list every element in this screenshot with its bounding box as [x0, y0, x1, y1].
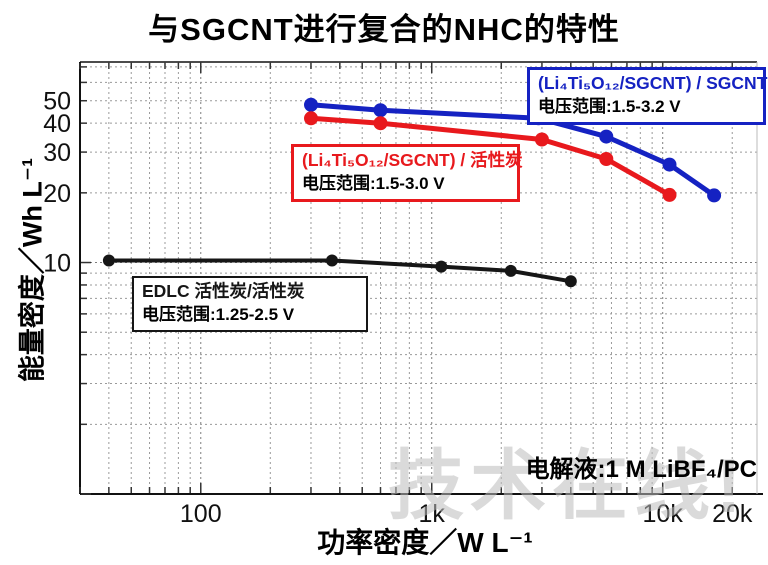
data-point	[326, 254, 338, 267]
x-tick-label: 100	[180, 500, 222, 528]
electrolyte-annotation: 电解液:1 M LiBF₄/PC	[525, 456, 757, 483]
legend-series-name: (Li₄Ti₅O₁₂/SGCNT) / 活性炭	[302, 150, 523, 170]
series-line	[308, 102, 717, 198]
legend-ltosgcnt-sgcnt: (Li₄Ti₅O₁₂/SGCNT) / SGCNT 电压范围:1.5-3.2 V	[527, 67, 768, 125]
x-tick-label: 10k	[643, 500, 684, 528]
data-point	[534, 132, 549, 147]
y-tick-label: 10	[43, 250, 71, 278]
y-tick-label: 50	[43, 88, 71, 116]
legend-series-name: EDLC 活性炭/活性炭	[142, 281, 305, 301]
data-point	[599, 129, 614, 144]
y-axis-title: 能量密度／Wh L⁻¹	[17, 157, 48, 383]
legend-edlc: EDLC 活性炭/活性炭 电压范围:1.25-2.5 V	[132, 276, 368, 332]
data-point	[707, 188, 722, 203]
legend-voltage-range: 电压范围:1.5-3.0 V	[302, 174, 445, 193]
data-point	[504, 264, 517, 277]
data-point	[435, 260, 448, 273]
legend-ltosgcnt-activatedcarbon: (Li₄Ti₅O₁₂/SGCNT) / 活性炭 电压范围:1.5-3.0 V	[291, 144, 523, 202]
legend-voltage-range: 电压范围:1.5-3.2 V	[538, 97, 681, 116]
y-tick-label: 20	[43, 180, 71, 208]
data-point	[373, 116, 388, 131]
data-point	[102, 254, 115, 267]
data-point	[662, 157, 677, 172]
data-point	[373, 103, 388, 118]
legend-voltage-range: 电压范围:1.25-2.5 V	[142, 305, 295, 324]
chart-title: 与SGCNT进行复合的NHC的特性	[148, 12, 620, 47]
y-tick-label: 30	[43, 139, 71, 167]
x-tick-label: 1k	[419, 500, 446, 528]
data-point	[304, 97, 318, 112]
legend-series-name: (Li₄Ti₅O₁₂/SGCNT) / SGCNT	[538, 73, 768, 93]
data-point	[599, 152, 614, 166]
data-point	[662, 187, 677, 202]
y-tick-label: 40	[43, 110, 71, 138]
x-axis-title: 功率密度／W L⁻¹	[317, 527, 533, 558]
data-point	[304, 111, 318, 126]
data-point	[564, 275, 577, 288]
x-tick-label: 20k	[712, 500, 753, 528]
